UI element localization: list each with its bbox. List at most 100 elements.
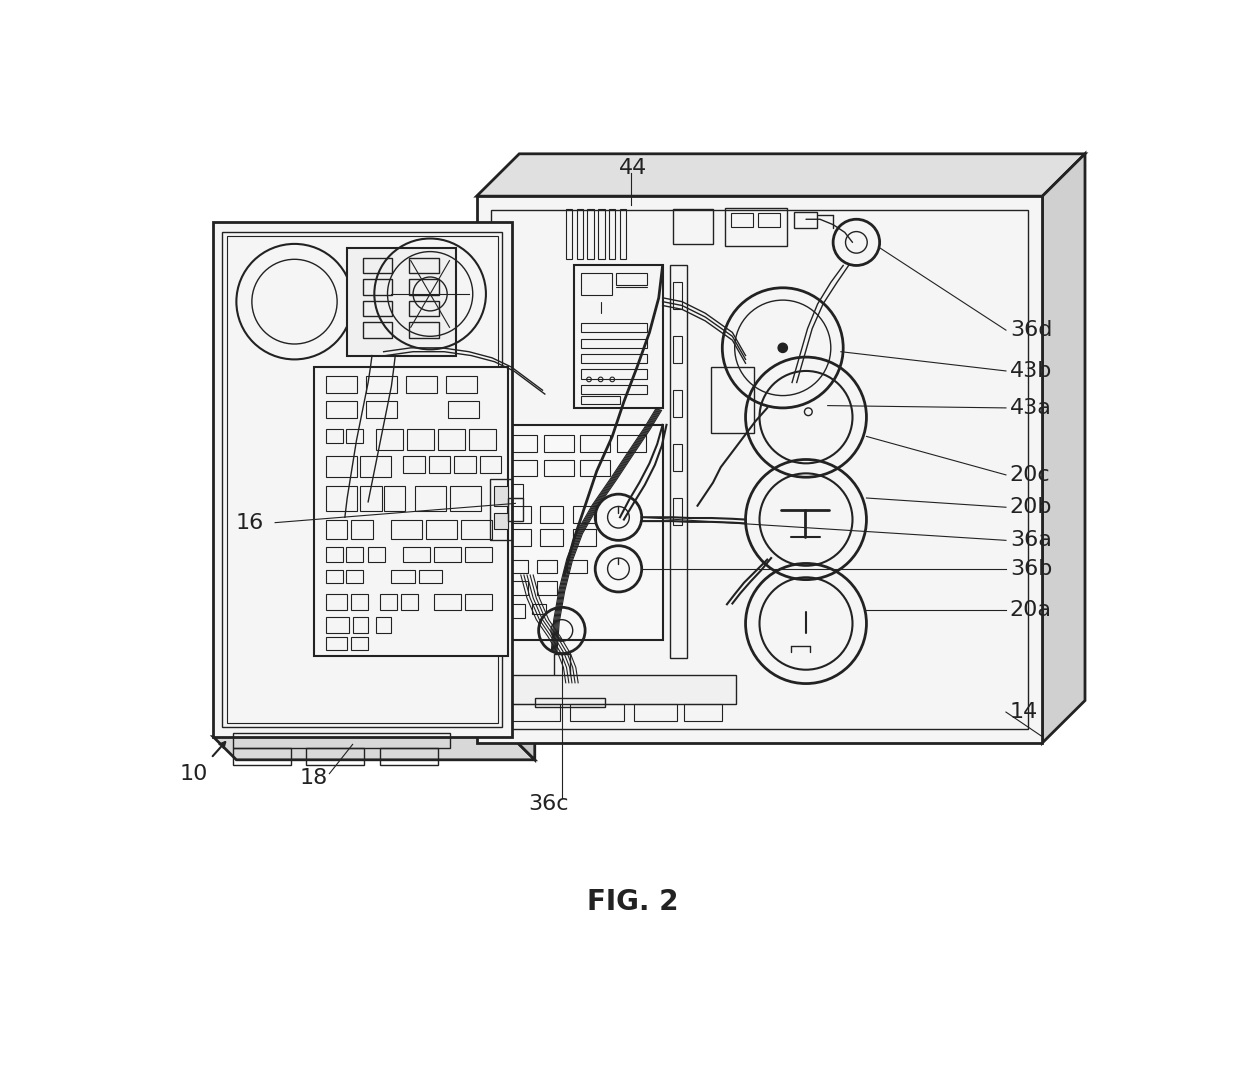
Bar: [565, 210, 572, 259]
Bar: [582, 338, 647, 348]
Bar: [618, 434, 646, 452]
Bar: [582, 273, 613, 294]
Bar: [580, 459, 610, 476]
Bar: [507, 605, 525, 618]
Bar: [672, 210, 713, 244]
Bar: [361, 487, 382, 511]
Bar: [672, 282, 682, 309]
Bar: [567, 560, 587, 574]
Bar: [683, 704, 722, 721]
Bar: [325, 617, 348, 632]
Bar: [507, 529, 531, 546]
Bar: [465, 547, 492, 562]
Bar: [401, 594, 418, 610]
Bar: [507, 560, 528, 574]
Bar: [480, 456, 501, 473]
Bar: [346, 569, 363, 583]
Bar: [554, 654, 569, 700]
Bar: [634, 704, 677, 721]
Text: 36a: 36a: [1009, 531, 1052, 550]
Polygon shape: [213, 737, 534, 760]
Bar: [325, 429, 342, 443]
Bar: [469, 429, 496, 450]
Text: 36b: 36b: [1009, 559, 1053, 579]
Bar: [506, 704, 559, 721]
Bar: [495, 487, 508, 506]
Bar: [609, 210, 615, 259]
Bar: [409, 258, 439, 273]
Bar: [724, 208, 786, 246]
Bar: [507, 581, 528, 595]
Bar: [414, 487, 445, 511]
Bar: [496, 425, 662, 641]
Bar: [325, 547, 342, 562]
Bar: [534, 699, 605, 707]
Bar: [541, 529, 563, 546]
Polygon shape: [476, 154, 1085, 196]
Bar: [454, 456, 476, 473]
Bar: [507, 506, 531, 522]
Text: 14: 14: [1009, 702, 1038, 722]
Bar: [366, 377, 397, 394]
Bar: [351, 594, 368, 610]
Bar: [434, 547, 461, 562]
Bar: [409, 279, 439, 294]
Bar: [672, 391, 682, 417]
Bar: [352, 617, 368, 632]
Bar: [222, 231, 502, 728]
Text: 20a: 20a: [1009, 599, 1052, 620]
Circle shape: [779, 343, 787, 352]
Bar: [383, 487, 405, 511]
Bar: [379, 594, 397, 610]
Bar: [580, 434, 610, 452]
Polygon shape: [1043, 154, 1085, 743]
Bar: [427, 520, 458, 539]
Bar: [392, 569, 414, 583]
Bar: [672, 498, 682, 525]
Bar: [351, 637, 368, 651]
Text: FIG. 2: FIG. 2: [588, 888, 680, 916]
Bar: [227, 236, 497, 723]
Text: 36d: 36d: [1009, 320, 1053, 340]
Bar: [507, 498, 523, 521]
Text: 20c: 20c: [1009, 464, 1050, 485]
Bar: [672, 444, 682, 471]
Bar: [438, 429, 465, 450]
Bar: [573, 506, 596, 522]
Bar: [306, 748, 365, 765]
Bar: [491, 210, 1028, 729]
Bar: [449, 487, 481, 511]
Bar: [465, 594, 492, 610]
Bar: [532, 605, 547, 613]
Bar: [507, 484, 523, 498]
Bar: [314, 367, 507, 656]
Bar: [537, 560, 557, 574]
Bar: [541, 506, 563, 522]
Bar: [409, 322, 439, 338]
Bar: [368, 547, 386, 562]
Bar: [363, 258, 392, 273]
Bar: [712, 367, 754, 432]
Bar: [213, 223, 511, 737]
Bar: [582, 323, 647, 333]
Bar: [507, 459, 537, 476]
Bar: [347, 248, 456, 355]
Bar: [403, 547, 430, 562]
Bar: [363, 279, 392, 294]
Bar: [582, 385, 647, 394]
Text: 18: 18: [300, 767, 329, 788]
Bar: [794, 212, 817, 229]
Bar: [346, 429, 363, 443]
Bar: [448, 401, 479, 418]
Bar: [582, 396, 620, 404]
Bar: [392, 520, 423, 539]
Bar: [598, 210, 605, 259]
Bar: [577, 210, 583, 259]
Bar: [233, 733, 449, 748]
Bar: [672, 336, 682, 363]
Bar: [325, 456, 357, 477]
Bar: [544, 459, 573, 476]
Bar: [346, 547, 363, 562]
Bar: [407, 429, 434, 450]
Bar: [730, 213, 753, 227]
